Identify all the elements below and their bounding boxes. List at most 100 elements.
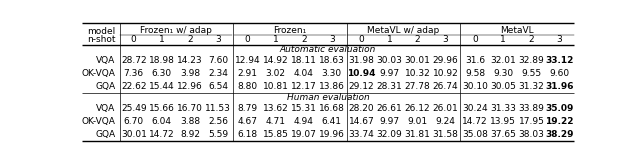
- Text: 16.68: 16.68: [319, 104, 345, 113]
- Text: 6.30: 6.30: [152, 69, 172, 78]
- Text: VQA: VQA: [96, 104, 115, 113]
- Text: 19.96: 19.96: [319, 130, 345, 139]
- Text: 6.70: 6.70: [124, 117, 144, 126]
- Text: 18.11: 18.11: [291, 56, 317, 65]
- Text: 9.24: 9.24: [436, 117, 456, 126]
- Text: 12.17: 12.17: [291, 82, 317, 91]
- Text: 15.44: 15.44: [149, 82, 175, 91]
- Text: GQA: GQA: [95, 82, 115, 91]
- Text: 2: 2: [301, 35, 307, 44]
- Text: Human evaluation: Human evaluation: [287, 93, 369, 102]
- Text: n-shot: n-shot: [87, 35, 115, 44]
- Text: 29.12: 29.12: [349, 82, 374, 91]
- Text: 2.34: 2.34: [208, 69, 228, 78]
- Text: 4.67: 4.67: [237, 117, 257, 126]
- Text: 27.78: 27.78: [404, 82, 431, 91]
- Text: 6.04: 6.04: [152, 117, 172, 126]
- Text: 30.01: 30.01: [404, 56, 431, 65]
- Text: 31.98: 31.98: [348, 56, 374, 65]
- Text: 4.94: 4.94: [294, 117, 314, 126]
- Text: 30.24: 30.24: [463, 104, 488, 113]
- Text: 15.85: 15.85: [262, 130, 289, 139]
- Text: 10.81: 10.81: [262, 82, 289, 91]
- Text: 31.96: 31.96: [545, 82, 573, 91]
- Text: 26.61: 26.61: [376, 104, 403, 113]
- Text: 3: 3: [557, 35, 563, 44]
- Text: 3: 3: [443, 35, 449, 44]
- Text: 31.6: 31.6: [465, 56, 485, 65]
- Text: 12.96: 12.96: [177, 82, 203, 91]
- Text: 2: 2: [187, 35, 193, 44]
- Text: 8.92: 8.92: [180, 130, 200, 139]
- Text: 12.94: 12.94: [235, 56, 260, 65]
- Text: 33.74: 33.74: [349, 130, 374, 139]
- Text: 6.54: 6.54: [208, 82, 228, 91]
- Text: 19.22: 19.22: [545, 117, 573, 126]
- Text: 22.62: 22.62: [121, 82, 147, 91]
- Text: 38.29: 38.29: [545, 130, 573, 139]
- Text: 13.95: 13.95: [490, 117, 516, 126]
- Text: Automatic evaluation: Automatic evaluation: [280, 45, 376, 54]
- Text: 9.55: 9.55: [522, 69, 541, 78]
- Text: 8.79: 8.79: [237, 104, 258, 113]
- Text: 3.30: 3.30: [322, 69, 342, 78]
- Text: 6.41: 6.41: [322, 117, 342, 126]
- Text: 13.86: 13.86: [319, 82, 345, 91]
- Text: 28.72: 28.72: [121, 56, 147, 65]
- Text: 29.96: 29.96: [433, 56, 458, 65]
- Text: MetaVL: MetaVL: [500, 26, 534, 35]
- Text: 7.36: 7.36: [124, 69, 144, 78]
- Text: 13.62: 13.62: [263, 104, 289, 113]
- Text: 4.04: 4.04: [294, 69, 314, 78]
- Text: 31.81: 31.81: [404, 130, 431, 139]
- Text: 14.72: 14.72: [463, 117, 488, 126]
- Text: 4.71: 4.71: [266, 117, 285, 126]
- Text: 7.60: 7.60: [208, 56, 228, 65]
- Text: 14.72: 14.72: [149, 130, 175, 139]
- Text: 32.89: 32.89: [518, 56, 544, 65]
- Text: 10.94: 10.94: [347, 69, 376, 78]
- Text: 2.56: 2.56: [208, 117, 228, 126]
- Text: 9.60: 9.60: [549, 69, 570, 78]
- Text: 2.91: 2.91: [237, 69, 257, 78]
- Text: 32.09: 32.09: [376, 130, 403, 139]
- Text: 26.74: 26.74: [433, 82, 458, 91]
- Text: 26.01: 26.01: [433, 104, 458, 113]
- Text: 18.98: 18.98: [149, 56, 175, 65]
- Text: 2: 2: [529, 35, 534, 44]
- Text: 31.32: 31.32: [518, 82, 544, 91]
- Text: 14.92: 14.92: [263, 56, 289, 65]
- Text: 9.58: 9.58: [465, 69, 485, 78]
- Text: 28.31: 28.31: [376, 82, 403, 91]
- Text: 14.23: 14.23: [177, 56, 203, 65]
- Text: 9.97: 9.97: [380, 69, 399, 78]
- Text: 18.63: 18.63: [319, 56, 345, 65]
- Text: MetaVL w/ adap: MetaVL w/ adap: [367, 26, 440, 35]
- Text: GQA: GQA: [95, 130, 115, 139]
- Text: 33.89: 33.89: [518, 104, 545, 113]
- Text: 3: 3: [329, 35, 335, 44]
- Text: 0: 0: [131, 35, 136, 44]
- Text: 30.01: 30.01: [121, 130, 147, 139]
- Text: 15.31: 15.31: [291, 104, 317, 113]
- Text: 2: 2: [415, 35, 420, 44]
- Text: 0: 0: [244, 35, 250, 44]
- Text: 0: 0: [472, 35, 478, 44]
- Text: 10.32: 10.32: [404, 69, 431, 78]
- Text: 9.01: 9.01: [408, 117, 428, 126]
- Text: 31.33: 31.33: [490, 104, 516, 113]
- Text: 9.97: 9.97: [380, 117, 399, 126]
- Text: 8.80: 8.80: [237, 82, 258, 91]
- Text: 25.49: 25.49: [121, 104, 147, 113]
- Text: 28.20: 28.20: [349, 104, 374, 113]
- Text: 9.30: 9.30: [493, 69, 513, 78]
- Text: 14.67: 14.67: [349, 117, 374, 126]
- Text: 35.09: 35.09: [545, 104, 573, 113]
- Text: 1: 1: [500, 35, 506, 44]
- Text: Frozen₁ w/ adap: Frozen₁ w/ adap: [140, 26, 212, 35]
- Text: 37.65: 37.65: [490, 130, 516, 139]
- Text: 30.03: 30.03: [376, 56, 403, 65]
- Text: 30.05: 30.05: [490, 82, 516, 91]
- Text: model: model: [87, 27, 115, 36]
- Text: OK-VQA: OK-VQA: [81, 69, 115, 78]
